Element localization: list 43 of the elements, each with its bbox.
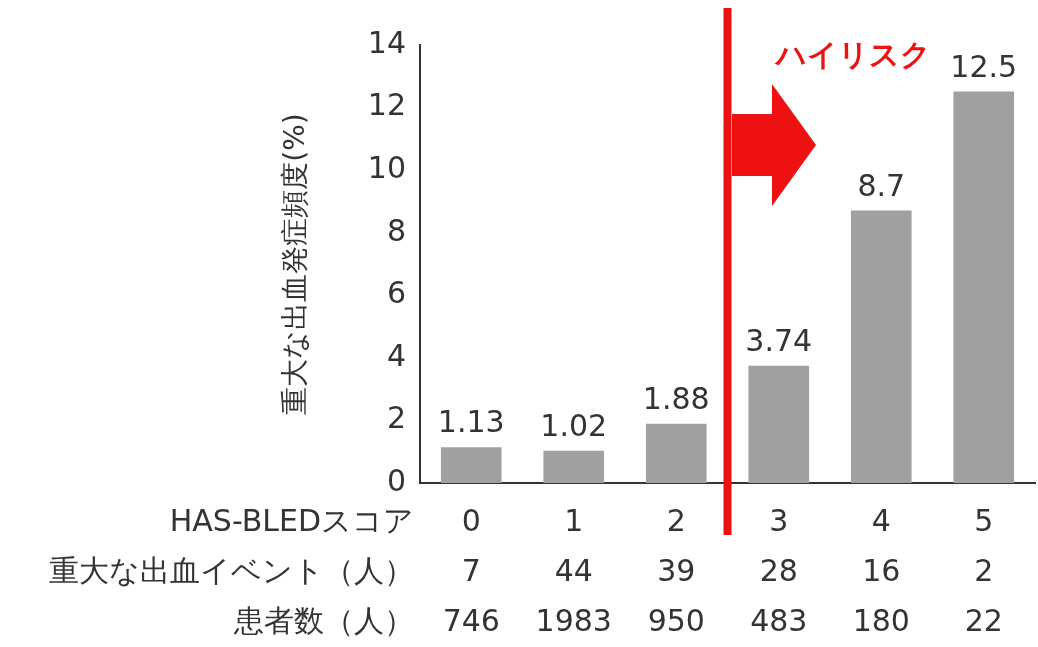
bar bbox=[543, 450, 605, 483]
y-tick-label: 12 bbox=[367, 87, 406, 123]
data-label: 1.13 bbox=[437, 404, 505, 440]
x-tick-label: 4 bbox=[871, 502, 891, 538]
text: 483 bbox=[750, 602, 808, 638]
y-tick-label: 6 bbox=[386, 275, 406, 311]
ref-line-label: ハイリスク bbox=[773, 36, 931, 72]
data-label: 8.7 bbox=[857, 167, 906, 203]
text: 患者数（人） bbox=[233, 602, 414, 638]
bar bbox=[850, 210, 912, 483]
bar bbox=[748, 365, 810, 483]
x-tick-label: 3 bbox=[769, 502, 789, 538]
text: 180 bbox=[852, 602, 910, 638]
text: 7 bbox=[461, 552, 481, 588]
x-tick-label: 1 bbox=[564, 502, 584, 538]
text: 39 bbox=[657, 552, 696, 588]
x-tick-label: 2 bbox=[666, 502, 686, 538]
x-tick-label: 0 bbox=[461, 502, 481, 538]
y-tick-label: 0 bbox=[386, 462, 406, 498]
x-axis-title: HAS-BLEDスコア bbox=[169, 502, 414, 538]
text: 44 bbox=[554, 552, 593, 588]
text: 1983 bbox=[535, 602, 612, 638]
bar bbox=[953, 91, 1015, 483]
y-tick-label: 14 bbox=[367, 24, 406, 60]
y-tick-label: 10 bbox=[367, 149, 406, 185]
bar bbox=[440, 447, 502, 483]
bar bbox=[645, 423, 707, 483]
data-label: 1.02 bbox=[540, 407, 608, 443]
y-axis-title: 重大な出血発症頻度(%) bbox=[278, 113, 312, 415]
data-label: 3.74 bbox=[745, 322, 813, 358]
y-tick-label: 4 bbox=[386, 337, 406, 373]
text: 重大な出血イベント（人） bbox=[49, 552, 414, 588]
text: 22 bbox=[964, 602, 1003, 638]
y-tick-label: 2 bbox=[386, 400, 406, 436]
x-tick-label: 5 bbox=[974, 502, 994, 538]
text: 28 bbox=[759, 552, 798, 588]
text: 950 bbox=[647, 602, 705, 638]
data-label: 1.88 bbox=[642, 380, 710, 416]
y-tick-label: 8 bbox=[386, 212, 406, 248]
data-label: 12.5 bbox=[950, 48, 1018, 84]
text: 2 bbox=[974, 552, 994, 588]
text: 746 bbox=[442, 602, 500, 638]
text: 16 bbox=[862, 552, 901, 588]
